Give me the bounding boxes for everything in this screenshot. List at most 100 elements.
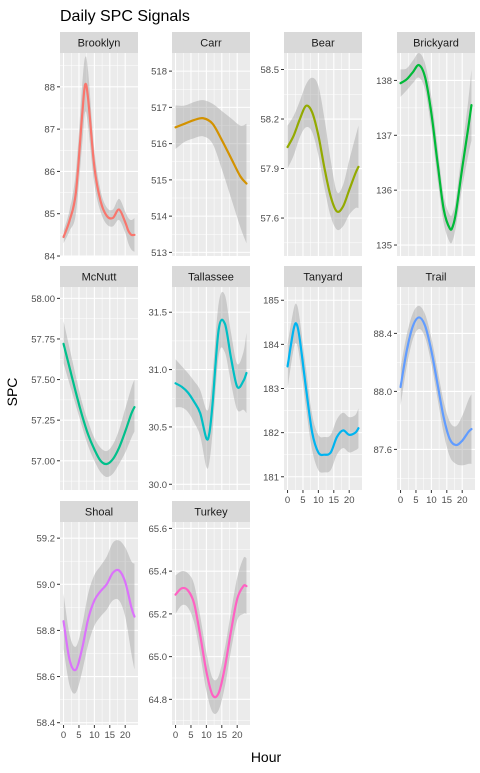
x-tick-label: 0 — [173, 730, 178, 741]
facet-strip-label: Tallassee — [188, 272, 234, 284]
confidence-band — [400, 305, 472, 466]
y-tick-label: 58.4 — [37, 718, 56, 729]
facet-strip — [60, 266, 138, 287]
facet-strip — [284, 266, 362, 287]
y-tick-label: 84 — [44, 252, 55, 263]
facet-panel-carr: Carr 513 514 515 516 517 518 — [151, 32, 250, 259]
y-tick-label: 57.00 — [31, 456, 55, 467]
series-line-carr — [174, 117, 248, 185]
series-line-mcnutt — [62, 342, 136, 466]
facet-strip-label: Brooklyn — [78, 38, 121, 50]
facet-strip — [172, 266, 250, 287]
y-tick-label: 87.6 — [374, 445, 393, 456]
y-tick-label: 182 — [263, 428, 279, 439]
y-tick-label: 58.00 — [31, 294, 55, 305]
x-tick-label: 5 — [76, 730, 81, 741]
y-tick-label: 57.25 — [31, 416, 55, 427]
facet-strip-label: McNutt — [82, 272, 117, 284]
y-tick-label: 513 — [151, 248, 167, 259]
y-tick-label: 518 — [151, 67, 167, 78]
facet-strip-label: Turkey — [194, 507, 228, 519]
x-tick-label: 10 — [313, 495, 324, 506]
series-line-turkey — [174, 584, 248, 699]
y-tick-label: 30.0 — [149, 480, 168, 491]
y-tick-label: 136 — [376, 186, 392, 197]
y-tick-label: 58.8 — [37, 626, 56, 637]
y-tick-label: 183 — [263, 384, 279, 395]
x-tick-label: 20 — [232, 730, 243, 741]
y-tick-label: 138 — [376, 76, 392, 87]
series-line-tanyard — [286, 322, 360, 457]
x-tick-label: 20 — [344, 495, 355, 506]
y-tick-label: 65.6 — [149, 524, 168, 535]
x-tick-label: 10 — [426, 495, 437, 506]
facet-strip-label: Shoal — [85, 507, 113, 519]
facet-panel-tanyard: Tanyard 181 182 183 184 185 0 5 10 15 20 — [263, 266, 362, 506]
series-line-tallassee — [174, 318, 248, 441]
confidence-band — [175, 100, 247, 244]
y-tick-label: 57.50 — [31, 375, 55, 386]
x-tick-label: 5 — [300, 495, 305, 506]
facet-panel-trail: Trail 87.6 88.0 88.4 0 5 10 15 20 — [374, 266, 475, 506]
facet-panel-mcnutt: McNutt 57.00 57.25 57.50 57.75 58.00 — [31, 266, 138, 490]
facet-strip — [397, 266, 475, 287]
y-tick-label: 58.2 — [261, 115, 280, 126]
x-tick-label: 20 — [457, 495, 468, 506]
y-tick-label: 88.0 — [374, 387, 393, 398]
y-tick-label: 88.4 — [374, 329, 393, 340]
series-line-shoal — [62, 568, 136, 672]
y-tick-label: 185 — [263, 296, 279, 307]
confidence-band — [63, 321, 135, 478]
y-tick-label: 30.5 — [149, 422, 168, 433]
facet-strip — [60, 32, 138, 53]
facet-strip-label: Trail — [426, 272, 447, 284]
facet-strip — [397, 32, 475, 53]
y-tick-label: 65.4 — [149, 567, 168, 578]
x-tick-label: 15 — [442, 495, 453, 506]
facet-panel-tallassee: Tallassee 30.0 30.5 31.0 31.5 — [149, 266, 250, 491]
x-tick-label: 15 — [217, 730, 228, 741]
y-tick-label: 516 — [151, 139, 167, 150]
x-tick-label: 5 — [413, 495, 418, 506]
series-line-bear — [286, 104, 360, 213]
facet-strip-label: Brickyard — [413, 38, 459, 50]
y-tick-label: 181 — [263, 472, 279, 483]
confidence-band — [63, 56, 135, 252]
confidence-band — [175, 556, 247, 715]
y-tick-label: 514 — [151, 212, 167, 223]
facet-panels: Brooklyn8485868788Carr513514515516517518… — [31, 32, 475, 741]
y-tick-label: 88 — [44, 82, 55, 93]
y-tick-label: 65.0 — [149, 652, 168, 663]
x-tick-label: 15 — [105, 730, 116, 741]
y-tick-label: 515 — [151, 175, 167, 186]
y-tick-label: 65.2 — [149, 609, 168, 620]
y-tick-label: 86 — [44, 167, 55, 178]
y-tick-label: 87 — [44, 125, 55, 136]
x-tick-label: 5 — [188, 730, 193, 741]
y-tick-label: 85 — [44, 209, 55, 220]
x-tick-label: 15 — [329, 495, 340, 506]
y-tick-label: 184 — [263, 340, 279, 351]
series-line-trail — [399, 316, 473, 447]
y-tick-label: 58.5 — [261, 65, 280, 76]
x-tick-label: 10 — [89, 730, 100, 741]
x-tick-label: 0 — [285, 495, 290, 506]
y-axis-label: SPC — [4, 378, 20, 407]
x-tick-label: 10 — [201, 730, 212, 741]
y-tick-label: 58.6 — [37, 672, 56, 683]
facet-strip — [172, 32, 250, 53]
y-tick-label: 59.2 — [37, 534, 56, 545]
series-line-brooklyn — [62, 82, 136, 239]
confidence-band — [287, 77, 359, 231]
facet-panel-turkey: Turkey 64.8 65.0 65.2 65.4 65.6 0 5 10 15 20 — [149, 501, 250, 741]
facet-strip — [284, 32, 362, 53]
y-tick-label: 135 — [376, 241, 392, 252]
facet-panel-shoal: Shoal 58.4 58.6 58.8 59.0 59.2 0 5 10 15 20 — [37, 501, 138, 741]
y-tick-label: 57.9 — [261, 164, 280, 175]
y-tick-label: 64.8 — [149, 695, 168, 706]
x-axis-label: Hour — [251, 749, 282, 765]
x-tick-label: 0 — [61, 730, 66, 741]
confidence-band — [175, 291, 247, 469]
y-tick-label: 57.75 — [31, 334, 55, 345]
